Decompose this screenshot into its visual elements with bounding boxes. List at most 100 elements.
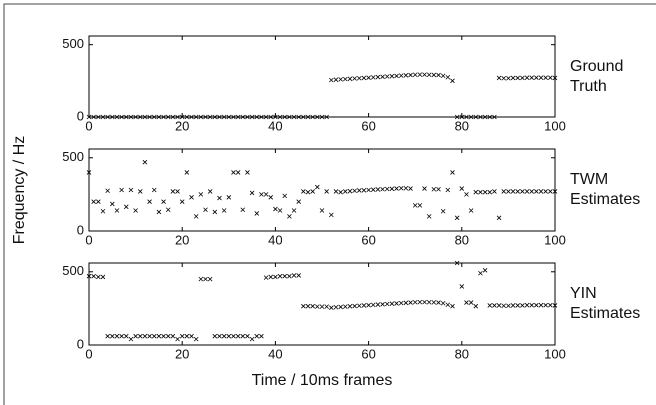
point: [203, 207, 208, 213]
point: [524, 189, 530, 194]
point: [347, 76, 353, 82]
point: [506, 75, 511, 81]
point: [110, 114, 115, 120]
point: [175, 336, 180, 342]
point: [254, 114, 260, 120]
point: [422, 186, 427, 191]
panel-label: TWM Estimates: [570, 171, 641, 208]
point: [96, 199, 101, 204]
point: [193, 214, 199, 219]
point: [249, 336, 255, 342]
point: [333, 77, 339, 82]
point: [310, 189, 315, 194]
series: [86, 260, 558, 342]
point: [147, 333, 152, 339]
point: [459, 284, 465, 289]
point: [538, 302, 544, 308]
point: [412, 299, 418, 305]
point: [268, 114, 274, 120]
point: [319, 304, 325, 309]
point: [440, 300, 446, 306]
point: [198, 276, 204, 282]
point: [291, 208, 297, 213]
point: [501, 75, 507, 81]
point: [133, 208, 138, 213]
point: [105, 114, 110, 120]
x-tick-label: 60: [361, 232, 375, 247]
point: [277, 114, 283, 120]
point: [319, 208, 325, 213]
point: [189, 333, 194, 339]
point: [240, 114, 246, 120]
point: [319, 114, 325, 120]
point: [464, 300, 469, 305]
point: [128, 187, 134, 193]
x-tick-label: 100: [544, 118, 566, 133]
point: [520, 75, 525, 81]
point: [333, 304, 339, 310]
point: [277, 273, 283, 279]
y-tick-label: 500: [62, 263, 84, 278]
point: [96, 114, 101, 120]
point: [515, 75, 521, 81]
point: [431, 300, 437, 305]
point: [431, 72, 437, 78]
point: [170, 333, 176, 339]
y-axis-label: Frequency / Hz: [11, 136, 28, 244]
point: [468, 300, 474, 305]
point: [431, 186, 437, 192]
point: [384, 301, 390, 307]
point: [142, 114, 148, 120]
point: [338, 77, 343, 82]
point: [282, 193, 288, 199]
point: [310, 303, 315, 309]
point: [268, 195, 274, 200]
point: [263, 114, 269, 120]
point: [282, 273, 288, 279]
point: [207, 276, 213, 282]
point: [515, 189, 521, 194]
point: [445, 302, 451, 308]
point: [96, 274, 101, 280]
point: [380, 74, 385, 80]
point: [151, 114, 157, 120]
x-tick-label: 80: [455, 346, 469, 361]
point: [492, 303, 497, 308]
point: [282, 114, 288, 120]
point: [86, 273, 92, 279]
point: [114, 333, 120, 339]
point: [529, 189, 534, 194]
x-tick-label: 0: [85, 232, 92, 247]
point: [133, 114, 138, 120]
point: [156, 209, 162, 215]
point: [296, 273, 301, 278]
figure-frame: [3, 3, 656, 405]
point: [231, 170, 236, 175]
point: [329, 212, 334, 218]
point: [212, 333, 218, 339]
point: [212, 209, 218, 215]
point: [361, 75, 367, 81]
point: [105, 333, 110, 339]
point: [356, 75, 362, 81]
x-tick-label: 40: [268, 346, 282, 361]
x-tick-label: 0: [85, 346, 92, 361]
point: [450, 78, 455, 84]
point: [119, 114, 124, 120]
point: [408, 72, 413, 78]
point: [417, 203, 423, 208]
point: [487, 303, 493, 308]
point: [184, 114, 190, 120]
point: [245, 114, 250, 120]
point: [501, 303, 507, 309]
point: [356, 303, 362, 309]
point: [534, 302, 539, 308]
point: [529, 302, 534, 308]
point: [548, 302, 553, 308]
point: [114, 208, 120, 213]
point: [175, 189, 180, 194]
point: [366, 302, 371, 308]
point: [147, 199, 152, 204]
point: [552, 303, 558, 308]
point: [315, 114, 320, 120]
